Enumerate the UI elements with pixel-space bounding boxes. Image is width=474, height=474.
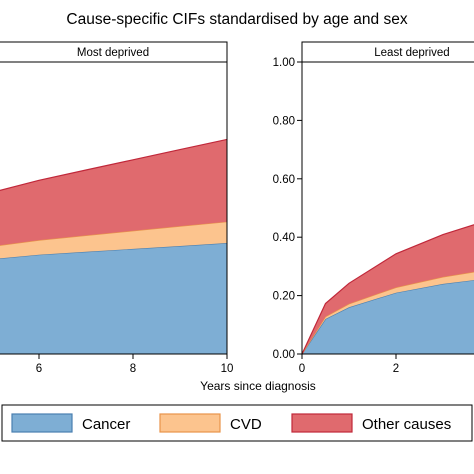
x-tick-label: 0 bbox=[299, 363, 305, 375]
x-tick-label: 8 bbox=[130, 363, 136, 375]
legend-swatch-cancer bbox=[11, 413, 73, 433]
panel-most-deprived: Most deprived 246810 bbox=[0, 41, 234, 375]
area-other-causes-most-deprived bbox=[0, 139, 227, 246]
legend-swatch-cvd bbox=[159, 413, 221, 433]
legend-label-other-causes: Other causes bbox=[362, 416, 451, 433]
area-cancer-most-deprived bbox=[0, 243, 227, 354]
legend-label-cvd: CVD bbox=[230, 416, 262, 433]
x-axis-label: Years since diagnosis bbox=[200, 379, 316, 393]
panel-title-least-deprived: Least deprived bbox=[374, 47, 449, 59]
legend-items: Cancer CVD Other causes bbox=[11, 413, 451, 433]
y-tick-label: 0.60 bbox=[273, 174, 295, 186]
y-tick-label: 0.00 bbox=[273, 349, 295, 361]
legend-label-cancer: Cancer bbox=[82, 416, 130, 433]
area-cvd-most-deprived bbox=[0, 221, 227, 259]
plot-frame-most-deprived bbox=[0, 61, 228, 355]
y-tick-label: 0.20 bbox=[273, 291, 295, 303]
x-tick-label: 2 bbox=[393, 363, 399, 375]
plot-frame-least-deprived bbox=[301, 61, 474, 355]
y-tick-label: 0.80 bbox=[273, 115, 295, 127]
line-other-causes-least-deprived bbox=[302, 224, 474, 354]
area-cvd-least-deprived bbox=[302, 271, 474, 354]
legend-swatch-other-causes bbox=[291, 413, 353, 433]
panel-least-deprived: Least deprived 0246 1.000.800.600.400.20… bbox=[273, 41, 474, 375]
x-axis-least-deprived: 0246 bbox=[299, 354, 399, 375]
panel-title-most-deprived: Most deprived bbox=[77, 47, 149, 59]
legend-frame bbox=[1, 404, 473, 442]
legend: Cancer CVD Other causes bbox=[1, 404, 473, 442]
line-cvd-least-deprived bbox=[302, 271, 474, 354]
x-tick-label: 6 bbox=[36, 363, 42, 375]
y-tick-label: 1.00 bbox=[273, 57, 295, 69]
area-cancer-least-deprived bbox=[302, 280, 474, 354]
x-axis-most-deprived: 246810 bbox=[36, 354, 234, 375]
chart-title: Cause-specific CIFs standardised by age … bbox=[66, 11, 407, 28]
areas-most-deprived bbox=[0, 138, 227, 354]
area-other-causes-least-deprived bbox=[302, 224, 474, 354]
y-tick-label: 0.40 bbox=[273, 232, 295, 244]
line-other-causes-most-deprived bbox=[0, 138, 227, 192]
y-axis-least-deprived: 1.00 0.80 0.60 0.40 0.20 0.00 bbox=[273, 57, 302, 361]
x-tick-label: 10 bbox=[221, 363, 234, 375]
line-cancer-least-deprived bbox=[302, 279, 474, 354]
areas-least-deprived bbox=[302, 224, 474, 354]
